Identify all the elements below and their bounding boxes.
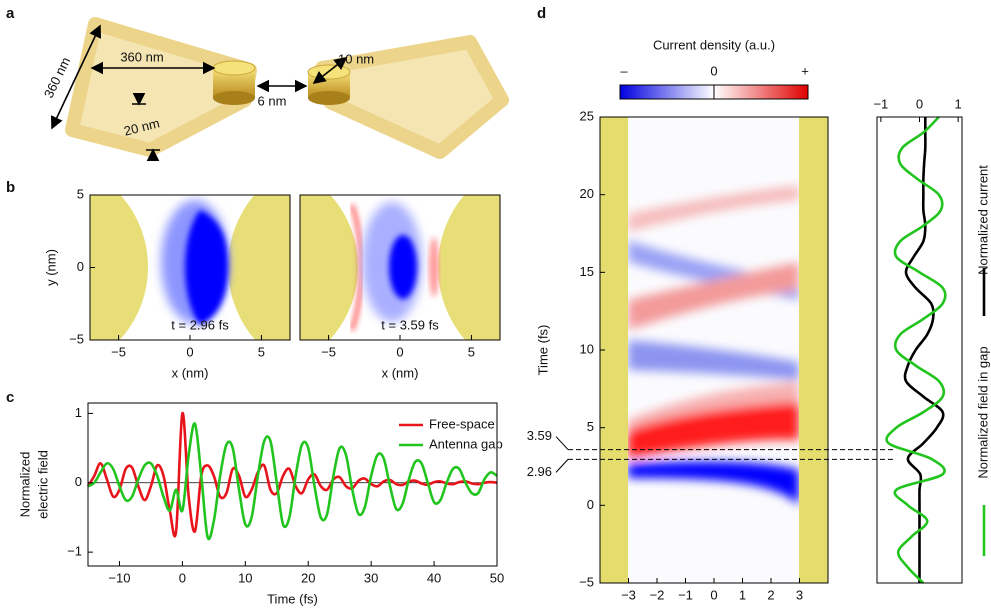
y-tick-label: 10 — [580, 341, 594, 356]
legend-label: Normalized current — [975, 165, 990, 275]
x-tick-label: −1 — [873, 96, 888, 111]
x-tick-label: 2 — [767, 587, 774, 602]
panel-label: c — [6, 389, 14, 406]
marker-label: 2.96 — [527, 464, 552, 479]
figure: a b c d 360 nm 360 nm 20 nm 6 nm 10 nm — [0, 0, 991, 611]
legend-label: Normalized field in gap — [975, 346, 990, 478]
colorbar-tick-label: 0 — [710, 63, 717, 78]
x-tick-label: 0 — [186, 344, 193, 359]
series-line — [88, 413, 497, 536]
y-axis-label: electric field — [35, 450, 50, 519]
marker-leader — [556, 437, 568, 450]
y-tick-label: 5 — [77, 186, 84, 201]
x-tick-label: 0 — [916, 96, 923, 111]
x-tick-label: 30 — [364, 570, 378, 585]
colorbar-tick-label: + — [801, 63, 809, 78]
x-tick-label: −5 — [111, 344, 126, 359]
x-tick-label: 1 — [739, 587, 746, 602]
annotation: t = 2.96 fs — [171, 317, 229, 332]
current-map — [628, 117, 799, 583]
y-axis-label: Normalized — [17, 452, 32, 518]
x-tick-label: 0 — [710, 587, 717, 602]
x-tick-label: −5 — [321, 344, 336, 359]
y-tick-label: 1 — [75, 405, 82, 420]
x-tick-label: 20 — [301, 570, 315, 585]
y-tick-label: 25 — [580, 108, 594, 123]
x-axis-label: x (nm) — [172, 365, 209, 380]
antenna-diagram — [52, 24, 502, 157]
x-tick-label: 40 — [427, 570, 441, 585]
x-tick-label: 0 — [179, 570, 186, 585]
dimension-label: 6 nm — [258, 93, 287, 108]
x-tick-label: 5 — [258, 344, 265, 359]
panel-label: a — [6, 5, 15, 22]
x-tick-label: −1 — [678, 587, 693, 602]
y-tick-label: 0 — [77, 259, 84, 274]
y-tick-label: 5 — [587, 419, 594, 434]
dimension-label: 10 nm — [338, 51, 374, 66]
y-tick-label: 20 — [580, 186, 594, 201]
y-tick-label: 15 — [580, 264, 594, 279]
panel-label: b — [6, 179, 15, 196]
y-tick-label: 0 — [75, 474, 82, 489]
x-tick-label: 1 — [955, 96, 962, 111]
marker-leader — [556, 459, 568, 472]
colorbar-label: Current density (a.u.) — [653, 37, 775, 52]
metal-region — [799, 117, 828, 583]
x-tick-label: 3 — [796, 587, 803, 602]
y-tick-label: −5 — [579, 574, 594, 589]
colorbar-tick-label: – — [620, 63, 628, 78]
x-tick-label: 10 — [238, 570, 252, 585]
x-axis-label: x (nm) — [382, 365, 419, 380]
x-tick-label: 5 — [468, 344, 475, 359]
x-tick-label: 50 — [490, 570, 504, 585]
x-tick-label: −2 — [650, 587, 665, 602]
y-tick-label: −5 — [69, 331, 84, 346]
legend-label: Free-space — [429, 416, 495, 431]
y-tick-label: 0 — [587, 497, 594, 512]
x-tick-label: −3 — [621, 587, 636, 602]
series-line — [905, 117, 943, 583]
y-axis-label: y (nm) — [43, 249, 58, 286]
marker-label: 3.59 — [527, 428, 552, 443]
legend-label: Antenna gap — [429, 436, 503, 451]
dimension-label: 360 nm — [120, 49, 163, 64]
x-tick-label: −10 — [108, 570, 130, 585]
y-tick-label: −1 — [67, 544, 82, 559]
panel-label: d — [537, 5, 546, 22]
x-axis-label: Time (fs) — [267, 591, 318, 606]
x-tick-label: 0 — [396, 344, 403, 359]
y-axis-label: Time (fs) — [535, 325, 550, 376]
annotation: t = 3.59 fs — [381, 317, 439, 332]
